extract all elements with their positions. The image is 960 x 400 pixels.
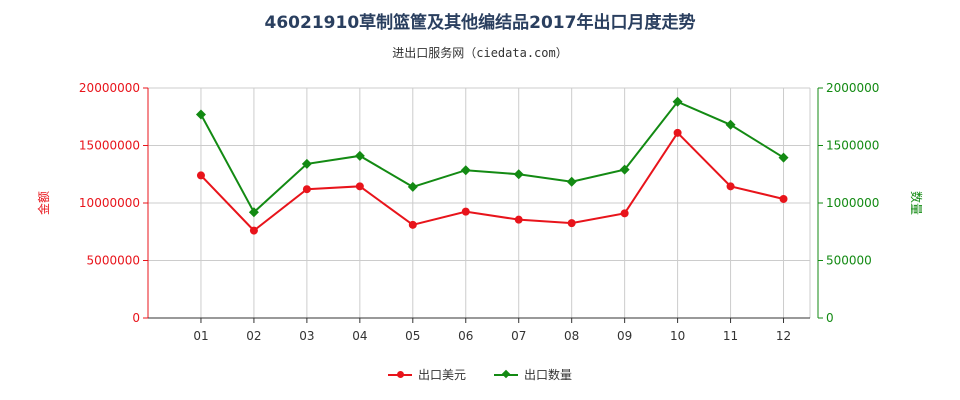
y-right-tick-label: 500000	[826, 254, 872, 268]
data-point-usd	[726, 182, 735, 191]
legend-item-quantity[interactable]: 出口数量	[494, 366, 572, 383]
data-point-quantity	[778, 152, 789, 163]
y-left-tick-label: 5000000	[87, 254, 140, 268]
y-right-tick-label: 1500000	[826, 139, 879, 153]
data-point-quantity	[725, 119, 736, 130]
x-tick-label: 05	[405, 329, 420, 343]
data-point-usd	[567, 219, 576, 228]
y-left-tick-label: 0	[132, 311, 140, 325]
y-right-axis-title: 数量	[909, 191, 924, 215]
data-point-usd	[514, 215, 523, 224]
y-left-tick-label: 15000000	[79, 139, 140, 153]
series-line-quantity	[200, 100, 785, 214]
chart-subtitle: 进出口服务网（ciedata.com）	[392, 46, 568, 60]
series-line-usd	[200, 131, 784, 232]
x-tick-label: 11	[723, 329, 738, 343]
data-point-quantity	[195, 109, 206, 120]
data-point-quantity	[513, 169, 524, 180]
data-point-quantity	[566, 176, 577, 187]
x-tick-label: 10	[670, 329, 685, 343]
legend-item-usd[interactable]: 出口美元	[387, 366, 466, 383]
chart-legend: 出口美元 出口数量	[0, 366, 960, 383]
data-point-quantity	[354, 150, 365, 161]
y-right-tick-label: 1000000	[826, 196, 879, 210]
data-point-usd	[673, 128, 682, 137]
data-point-quantity	[619, 164, 630, 175]
data-point-quantity	[248, 207, 259, 218]
x-tick-label: 09	[617, 329, 632, 343]
legend-label-usd: 出口美元	[417, 368, 466, 382]
x-tick-label: 04	[352, 329, 367, 343]
data-point-usd	[779, 194, 788, 203]
x-tick-label: 03	[299, 329, 314, 343]
y-left-tick-label: 10000000	[79, 196, 140, 210]
data-point-usd	[302, 185, 311, 194]
data-point-usd	[196, 171, 205, 180]
y-right-tick-label: 0	[826, 311, 834, 325]
legend-swatch-usd	[387, 369, 412, 381]
legend-swatch-quantity	[494, 369, 518, 381]
chart-title: 46021910草制篮筐及其他编结品2017年出口月度走势	[264, 13, 696, 33]
data-point-usd	[620, 209, 629, 218]
data-point-quantity	[407, 181, 418, 192]
x-tick-label: 06	[458, 329, 473, 343]
y-right-tick-label: 2000000	[826, 81, 879, 95]
x-tick-label: 01	[193, 329, 208, 343]
x-tick-label: 12	[776, 329, 791, 343]
x-tick-label: 07	[511, 329, 526, 343]
data-point-quantity	[301, 158, 312, 169]
data-point-usd	[249, 226, 258, 235]
data-point-usd	[461, 207, 470, 216]
legend-label-quantity: 出口数量	[524, 368, 573, 382]
data-point-usd	[408, 220, 417, 229]
data-point-usd	[355, 182, 364, 191]
x-tick-label: 02	[246, 329, 261, 343]
y-left-tick-label: 20000000	[79, 81, 140, 95]
data-point-quantity	[460, 165, 471, 176]
y-left-axis-title: 金额	[36, 191, 51, 215]
x-tick-label: 08	[564, 329, 579, 343]
data-point-quantity	[672, 96, 683, 107]
